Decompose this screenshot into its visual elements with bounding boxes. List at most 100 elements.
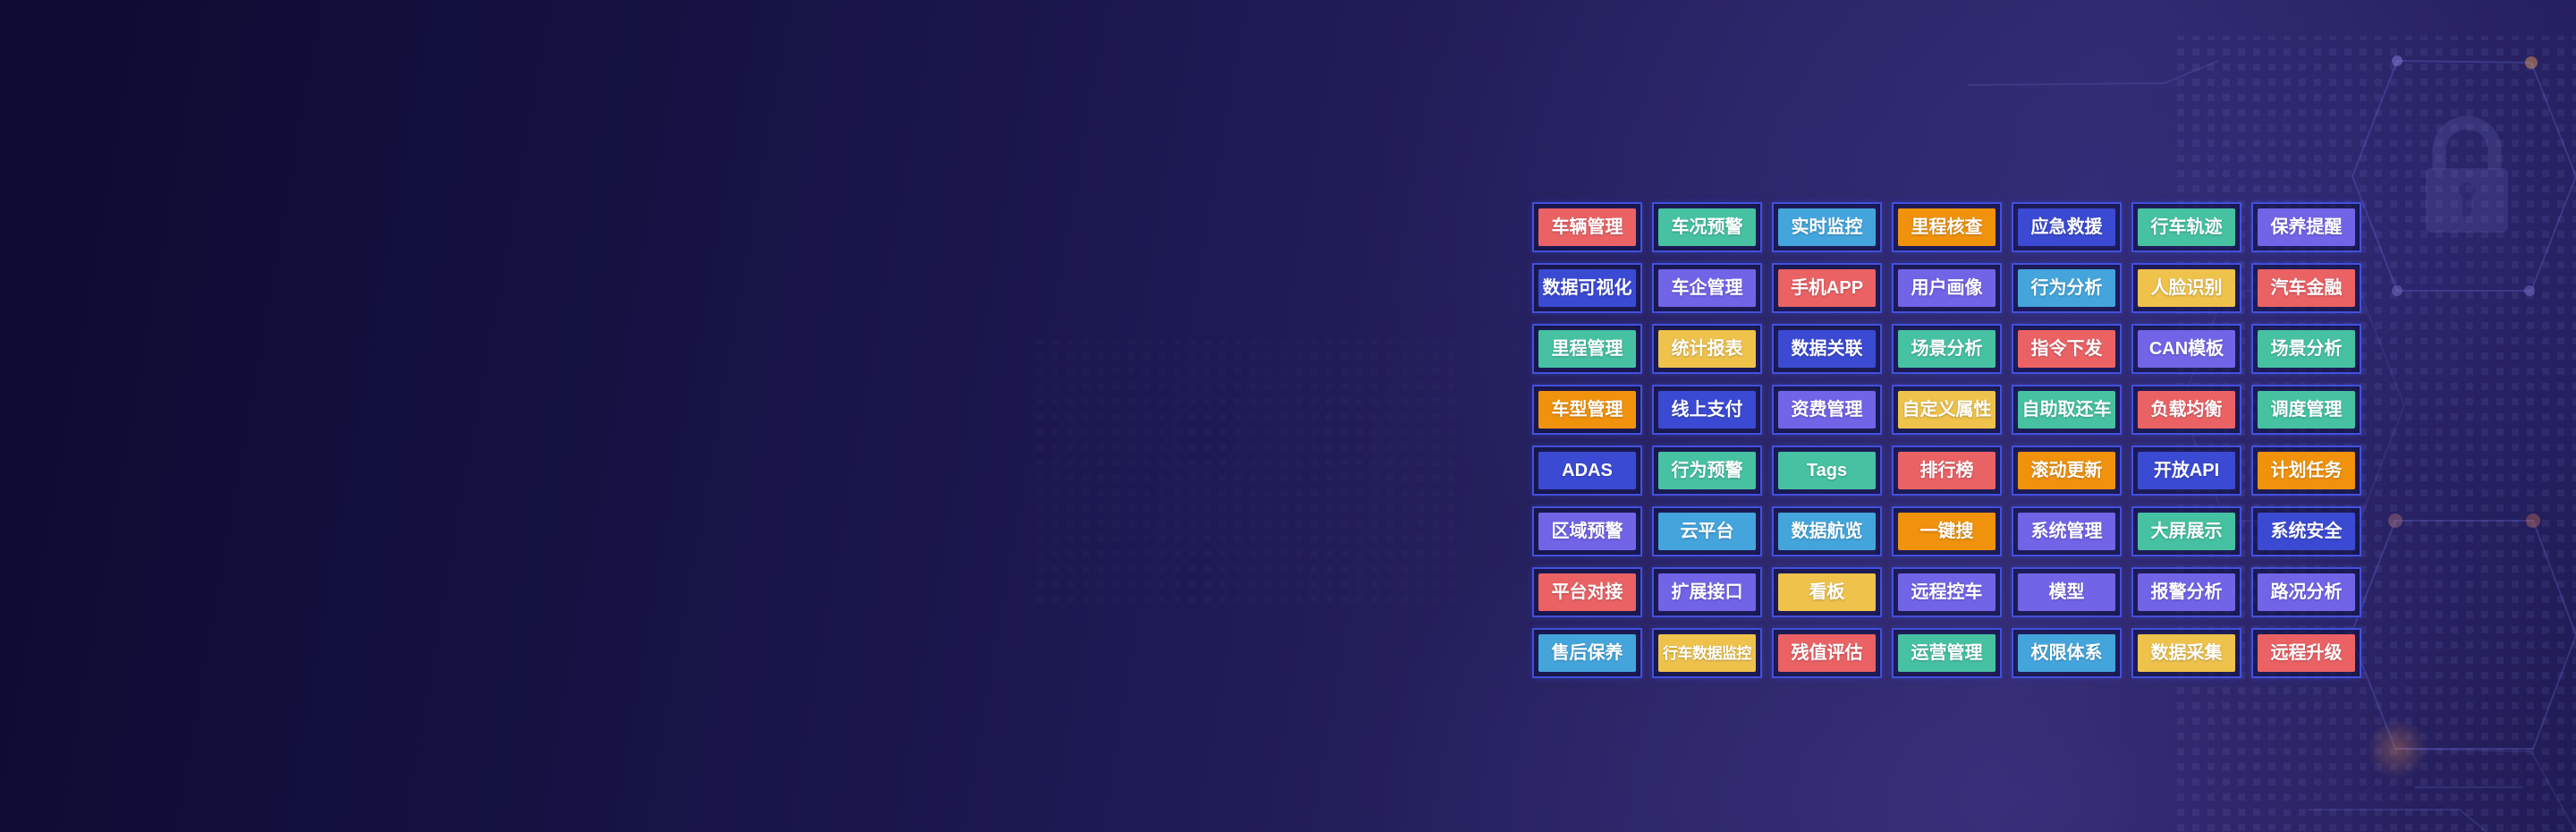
tag-button[interactable]: 资费管理 (1778, 391, 1876, 429)
tag-button[interactable]: 应急救援 (2018, 208, 2115, 246)
tag-button[interactable]: 指令下发 (2018, 330, 2115, 368)
tag-cell: 指令下发 (2012, 324, 2122, 374)
tag-cell: 负载均衡 (2131, 385, 2241, 435)
tag-cell: 统计报表 (1652, 324, 1762, 374)
tag-button[interactable]: 车况预警 (1658, 208, 1756, 246)
tag-button[interactable]: 权限体系 (2018, 634, 2115, 672)
tag-button[interactable]: 模型 (2018, 573, 2115, 611)
tag-cell: 车辆管理 (1532, 202, 1642, 252)
tag-cell: 滚动更新 (2012, 446, 2122, 496)
tag-cell: 残值评估 (1772, 628, 1882, 678)
tag-cell: 路况分析 (2251, 567, 2361, 617)
tag-button[interactable]: 行为分析 (2018, 269, 2115, 307)
tag-cell: ADAS (1532, 446, 1642, 496)
tag-cell: 资费管理 (1772, 385, 1882, 435)
tag-cell: 远程升级 (2251, 628, 2361, 678)
tag-cell: 行为预警 (1652, 446, 1762, 496)
tag-button[interactable]: 滚动更新 (2018, 452, 2115, 489)
tag-button[interactable]: 一键搜 (1898, 513, 1996, 550)
tag-button[interactable]: Tags (1778, 452, 1876, 489)
tag-cell: 报警分析 (2131, 567, 2241, 617)
tag-button[interactable]: 人脸识别 (2138, 269, 2235, 307)
tag-cell: 扩展接口 (1652, 567, 1762, 617)
tag-button[interactable]: 实时监控 (1778, 208, 1876, 246)
tag-cell: 远程控车 (1892, 567, 2002, 617)
tag-button[interactable]: 行车轨迹 (2138, 208, 2235, 246)
tag-button[interactable]: 汽车金融 (2258, 269, 2355, 307)
tag-cell: 计划任务 (2251, 446, 2361, 496)
tag-cell: 行车轨迹 (2131, 202, 2241, 252)
tag-button[interactable]: 计划任务 (2258, 452, 2355, 489)
tag-cell: 车企管理 (1652, 263, 1762, 313)
tag-button[interactable]: 系统管理 (2018, 513, 2115, 550)
tag-button[interactable]: 排行榜 (1898, 452, 1996, 489)
tag-cell: 应急救援 (2012, 202, 2122, 252)
tag-button[interactable]: 车辆管理 (1538, 208, 1636, 246)
tag-button[interactable]: 系统安全 (2258, 513, 2355, 550)
tag-cell: 数据关联 (1772, 324, 1882, 374)
tag-cell: 车型管理 (1532, 385, 1642, 435)
tag-cell: 用户画像 (1892, 263, 2002, 313)
tag-button[interactable]: 行为预警 (1658, 452, 1756, 489)
tag-button[interactable]: 车企管理 (1658, 269, 1756, 307)
tag-button[interactable]: 报警分析 (2138, 573, 2235, 611)
tag-button[interactable]: 手机APP (1778, 269, 1876, 307)
tag-button[interactable]: 线上支付 (1658, 391, 1756, 429)
tag-button[interactable]: 数据关联 (1778, 330, 1876, 368)
tag-button[interactable]: CAN模板 (2138, 330, 2235, 368)
tag-button[interactable]: 云平台 (1658, 513, 1756, 550)
tag-button[interactable]: 场景分析 (2258, 330, 2355, 368)
tag-button[interactable]: 大屏展示 (2138, 513, 2235, 550)
tag-button[interactable]: 数据航览 (1778, 513, 1876, 550)
tag-cell: 大屏展示 (2131, 506, 2241, 556)
tag-cell: 售后保养 (1532, 628, 1642, 678)
tag-cell: 看板 (1772, 567, 1882, 617)
tag-button[interactable]: 远程控车 (1898, 573, 1996, 611)
tag-cell: 排行榜 (1892, 446, 2002, 496)
tag-cell: 系统安全 (2251, 506, 2361, 556)
tag-button[interactable]: 扩展接口 (1658, 573, 1756, 611)
tag-cell: 人脸识别 (2131, 263, 2241, 313)
tag-button[interactable]: 保养提醒 (2258, 208, 2355, 246)
tag-cell: 平台对接 (1532, 567, 1642, 617)
tag-button[interactable]: 车型管理 (1538, 391, 1636, 429)
tag-button[interactable]: 用户画像 (1898, 269, 1996, 307)
tag-button[interactable]: 售后保养 (1538, 634, 1636, 672)
tag-cell: 调度管理 (2251, 385, 2361, 435)
tag-cell: 自定义属性 (1892, 385, 2002, 435)
tag-cell: 云平台 (1652, 506, 1762, 556)
tag-button[interactable]: 平台对接 (1538, 573, 1636, 611)
tag-cell: CAN模板 (2131, 324, 2241, 374)
tag-cell: 一键搜 (1892, 506, 2002, 556)
tag-button[interactable]: 数据采集 (2138, 634, 2235, 672)
tag-button[interactable]: 调度管理 (2258, 391, 2355, 429)
tag-cell: 运营管理 (1892, 628, 2002, 678)
tag-button[interactable]: 里程管理 (1538, 330, 1636, 368)
tag-button[interactable]: 数据可视化 (1538, 269, 1636, 307)
tag-cell: 数据可视化 (1532, 263, 1642, 313)
tag-button[interactable]: 自助取还车 (2018, 391, 2115, 429)
tag-cell: 自助取还车 (2012, 385, 2122, 435)
tag-cell: 数据采集 (2131, 628, 2241, 678)
tag-button[interactable]: ADAS (1538, 452, 1636, 489)
tag-button[interactable]: 开放API (2138, 452, 2235, 489)
tag-cell: 里程管理 (1532, 324, 1642, 374)
tag-button[interactable]: 远程升级 (2258, 634, 2355, 672)
tag-cell: 系统管理 (2012, 506, 2122, 556)
tag-button[interactable]: 负载均衡 (2138, 391, 2235, 429)
tag-button[interactable]: 残值评估 (1778, 634, 1876, 672)
tag-cell: Tags (1772, 446, 1882, 496)
tag-cell: 里程核查 (1892, 202, 2002, 252)
tag-button[interactable]: 路况分析 (2258, 573, 2355, 611)
tag-button[interactable]: 场景分析 (1898, 330, 1996, 368)
tag-button[interactable]: 看板 (1778, 573, 1876, 611)
tag-button[interactable]: 里程核查 (1898, 208, 1996, 246)
tag-button[interactable]: 自定义属性 (1898, 391, 1996, 429)
tag-button[interactable]: 统计报表 (1658, 330, 1756, 368)
tag-button[interactable]: 区域预警 (1538, 513, 1636, 550)
tag-button[interactable]: 行车数据监控 (1658, 634, 1756, 672)
tag-button[interactable]: 运营管理 (1898, 634, 1996, 672)
tag-cell: 汽车金融 (2251, 263, 2361, 313)
tag-cell: 保养提醒 (2251, 202, 2361, 252)
